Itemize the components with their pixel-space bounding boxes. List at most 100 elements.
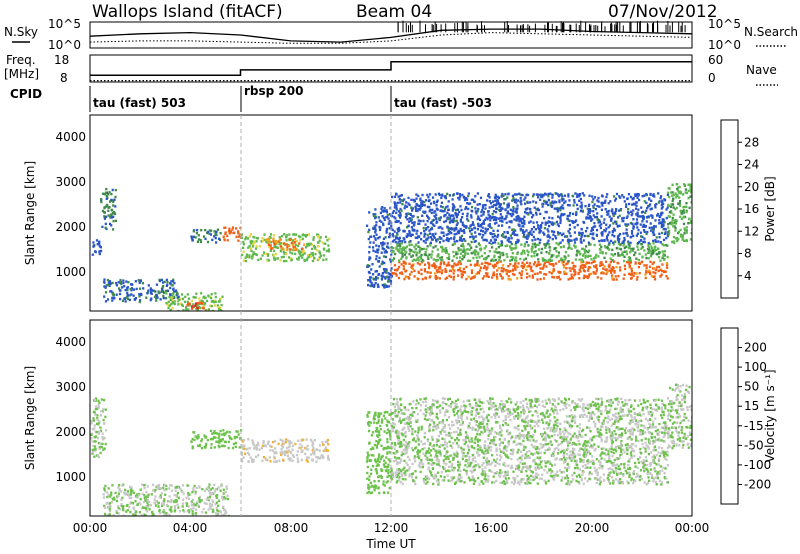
heatmap-cell-12: [470, 240, 473, 244]
heatmap-cell-13: [671, 199, 674, 203]
heatmap-cell-3: [168, 304, 171, 307]
heatmap-cell-2: [163, 291, 166, 294]
heatmap-cell-11: [418, 255, 421, 258]
heatmap-cell-12: [516, 193, 519, 196]
heatmap-cell-8: [276, 240, 279, 243]
heatmap-cell-11: [480, 254, 483, 258]
heatmap-cell-13: [684, 191, 687, 194]
heatmap-cell-3: [300, 450, 303, 453]
heatmap-cell-4: [387, 474, 391, 478]
heatmap-cell-12: [429, 208, 432, 212]
heatmap-cell-10: [600, 277, 603, 280]
heatmap-cell-1: [135, 495, 138, 498]
heatmap-cell-1: [100, 198, 103, 201]
heatmap-cell-11: [443, 248, 446, 252]
heatmap-cell-11: [617, 242, 620, 245]
heatmap-cell-12: [530, 228, 533, 231]
heatmap-cell-5: [593, 466, 596, 469]
heatmap-cell-2: [126, 293, 129, 297]
heatmap-cell-1: [186, 494, 189, 497]
heatmap-cell-12: [396, 220, 399, 223]
heatmap-cell-12: [616, 225, 619, 228]
heatmap-cell-4: [366, 491, 369, 495]
heatmap-cell-12: [524, 196, 527, 199]
heatmap-cell-11: [427, 257, 430, 260]
heatmap-cell-5: [510, 448, 513, 452]
heatmap-cell-7: [318, 236, 321, 239]
heatmap-cell-3: [284, 441, 287, 444]
heatmap-cell-7: [308, 253, 311, 257]
heatmap-cell-12: [614, 211, 617, 214]
heatmap-cell-12: [488, 200, 491, 203]
heatmap-cell-12: [407, 212, 410, 215]
heatmap-cell-12: [450, 237, 453, 240]
heatmap-cell-12: [658, 236, 661, 239]
heatmap-cell-10: [585, 275, 588, 278]
heatmap-cell-10: [652, 261, 655, 264]
heatmap-cell-12: [512, 213, 515, 216]
heatmap-cell-1: [110, 491, 113, 494]
heatmap-cell-12: [417, 208, 420, 211]
heatmap-cell-1: [191, 498, 195, 501]
heatmap-cell-12: [406, 234, 410, 237]
heatmap-cell-5: [392, 451, 395, 455]
heatmap-cell-12: [625, 205, 628, 209]
heatmap-cell-10: [456, 269, 460, 272]
heatmap-cell-2: [119, 278, 122, 282]
heatmap-cell-11: [455, 253, 458, 256]
heatmap-cell-12: [472, 237, 475, 240]
heatmap-cell-12: [626, 234, 629, 237]
heatmap-cell-10: [625, 261, 629, 264]
heatmap-cell-1: [157, 503, 160, 506]
heatmap-cell-2: [108, 284, 111, 287]
heatmap-cell-3: [288, 441, 291, 444]
heatmap-cell-5: [219, 232, 222, 235]
heatmap-cell-12: [517, 223, 520, 226]
heatmap-cell-12: [576, 223, 579, 227]
heatmap-cell-10: [421, 277, 424, 281]
heatmap-cell-12: [509, 240, 512, 244]
heatmap-cell-5: [575, 475, 578, 478]
heatmap-cell-2: [191, 447, 194, 450]
heatmap-cell-12: [414, 236, 417, 239]
heatmap-cell-13: [689, 221, 692, 224]
heatmap-cell-1: [144, 506, 148, 509]
heatmap-cell-1: [139, 503, 142, 506]
heatmap-cell-5: [639, 447, 642, 451]
heatmap-cell-8: [294, 238, 297, 241]
heatmap-cell-12: [495, 207, 498, 210]
heatmap-cell-1: [115, 511, 118, 515]
heatmap-cell-12: [429, 241, 432, 244]
heatmap-cell-1: [217, 513, 220, 516]
heatmap-cell-5: [450, 476, 453, 479]
heatmap-cell-12: [399, 214, 402, 217]
heatmap-cell-12: [441, 193, 444, 196]
heatmap-cell-4: [372, 418, 375, 421]
heatmap-cell-7: [314, 252, 317, 256]
heatmap-cell-5: [586, 479, 589, 483]
heatmap-cell-10: [452, 265, 455, 268]
heatmap-cell-13: [672, 235, 676, 239]
heatmap-cell-4: [382, 483, 385, 486]
heatmap-cell-1: [209, 495, 212, 499]
heatmap-cell-12: [580, 235, 583, 238]
heatmap-cell-12: [579, 240, 582, 243]
heatmap-cell-3: [242, 447, 245, 450]
heatmap-cell-3: [195, 304, 198, 308]
heatmap-cell-2: [158, 279, 162, 283]
heatmap-cell-12: [548, 216, 551, 219]
heatmap-cell-2: [152, 289, 155, 292]
heatmap-cell-7: [309, 242, 312, 245]
heatmap-cell-2: [159, 298, 162, 301]
heatmap-cell-12: [642, 240, 645, 244]
heatmap-cell-12: [421, 203, 424, 207]
heatmap-cell-9: [386, 215, 389, 219]
heatmap-cell-12: [605, 223, 608, 226]
heatmap-cell-12: [461, 239, 464, 242]
heatmap-cell-2: [145, 296, 148, 299]
heatmap-cell-5: [458, 478, 461, 481]
heatmap-cell-10: [552, 269, 556, 272]
heatmap-cell-0: [98, 447, 101, 450]
heatmap-cell-1: [143, 497, 146, 500]
heatmap-cell-5: [405, 461, 408, 465]
